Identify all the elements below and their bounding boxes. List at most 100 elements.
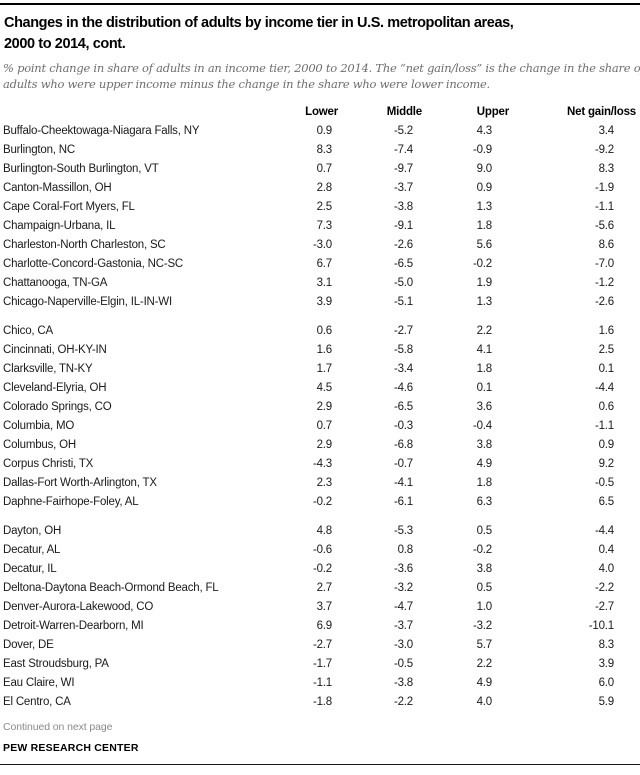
column-header-net-gain-loss: Net gain/loss: [567, 106, 636, 118]
net-gain-loss-value: -2.7: [594, 600, 614, 613]
metro-area-name: Canton-Massillon, OH: [3, 181, 112, 194]
net-gain-loss-value: -4.4: [594, 381, 614, 394]
net-gain-loss-value: -2.6: [594, 295, 614, 308]
table-row: Corpus Christi, TX -4.3 -0.7 4.9 9.2: [3, 454, 636, 473]
table-row: Eau Claire, WI -1.1 -3.8 4.9 6.0: [3, 673, 636, 692]
net-gain-loss-value: -1.1: [594, 200, 614, 213]
upper-value: -0.2: [472, 543, 492, 556]
group-gap-cell: [3, 311, 636, 321]
table-row: Dallas-Fort Worth-Arlington, TX 2.3 -4.1 1.…: [3, 473, 636, 492]
middle-value: -4.7: [393, 600, 413, 613]
table-row: Burlington, NC 8.3 -7.4 -0.9 -9.2: [3, 140, 636, 159]
middle-value: -2.7: [393, 324, 413, 337]
table-row: Cleveland-Elyria, OH 4.5 -4.6 0.1 -4.4: [3, 378, 636, 397]
table-row: Clarksville, TN-KY 1.7 -3.4 1.8 0.1: [3, 359, 636, 378]
metro-area-name: Cape Coral-Fort Myers, FL: [3, 200, 135, 213]
net-gain-loss-value: 8.6: [598, 238, 615, 251]
page-subtitle: % point change in share of adults in an …: [3, 60, 640, 92]
net-gain-loss-value: 9.2: [598, 457, 615, 470]
metro-area-name: Champaign-Urbana, IL: [3, 219, 116, 232]
metro-area-name: Chattanooga, TN-GA: [3, 276, 108, 289]
metro-area-name: Burlington-South Burlington, VT: [3, 162, 159, 175]
upper-value: 3.8: [476, 562, 493, 575]
upper-value: -3.2: [472, 619, 492, 632]
middle-value: -9.1: [393, 219, 413, 232]
middle-value: -3.7: [393, 619, 413, 632]
middle-value: -0.7: [393, 457, 413, 470]
metro-area-name: El Centro, CA: [3, 695, 71, 708]
middle-value: -3.7: [393, 181, 413, 194]
page-subtitle-line-2: adults who were upper income minus the c…: [3, 77, 490, 91]
middle-value: -3.8: [393, 676, 413, 689]
middle-value: 0.8: [397, 543, 414, 556]
middle-value: -5.8: [393, 343, 413, 356]
table-row: Chico, CA 0.6 -2.7 2.2 1.6: [3, 321, 636, 340]
lower-value: -3.0: [312, 238, 332, 251]
net-gain-loss-value: -7.0: [594, 257, 614, 270]
metro-area-name: Chicago-Naperville-Elgin, IL-IN-WI: [3, 295, 172, 308]
metro-area-name: Decatur, IL: [3, 562, 57, 575]
lower-value: 4.5: [316, 381, 333, 394]
middle-value: -6.5: [393, 400, 413, 413]
bottom-rule: [0, 764, 640, 765]
table-row: Champaign-Urbana, IL 7.3 -9.1 1.8 -5.6: [3, 216, 636, 235]
table-row: Columbus, OH 2.9 -6.8 3.8 0.9: [3, 435, 636, 454]
upper-value: 4.9: [476, 676, 493, 689]
lower-value: 2.8: [316, 181, 333, 194]
lower-value: 8.3: [316, 143, 333, 156]
column-header-middle: Middle: [386, 106, 422, 118]
middle-value: -5.3: [393, 524, 413, 537]
metro-area-name: Charlotte-Concord-Gastonia, NC-SC: [3, 257, 184, 270]
middle-value: -2.2: [393, 695, 413, 708]
middle-value: -7.4: [393, 143, 413, 156]
middle-value: -3.2: [393, 581, 413, 594]
table-row: East Stroudsburg, PA -1.7 -0.5 2.2 3.9: [3, 654, 636, 673]
upper-value: 4.1: [476, 343, 493, 356]
upper-value: -0.4: [472, 419, 492, 432]
column-header-lower: Lower: [305, 106, 338, 118]
metro-area-name: Cleveland-Elyria, OH: [3, 381, 107, 394]
table-row: Decatur, AL -0.6 0.8 -0.2 0.4: [3, 540, 636, 559]
upper-value: -0.2: [472, 257, 492, 270]
upper-value: 3.8: [476, 438, 493, 451]
net-gain-loss-value: 3.9: [598, 657, 615, 670]
lower-value: -1.8: [312, 695, 332, 708]
table-row: Decatur, IL -0.2 -3.6 3.8 4.0: [3, 559, 636, 578]
metro-area-name: Decatur, AL: [3, 543, 61, 556]
upper-value: 0.5: [476, 581, 493, 594]
middle-value: -6.8: [393, 438, 413, 451]
lower-value: 0.7: [316, 419, 333, 432]
source-label: PEW RESEARCH CENTER: [3, 742, 139, 754]
upper-value: 1.8: [476, 362, 493, 375]
middle-value: -2.6: [393, 238, 413, 251]
lower-value: -2.7: [312, 638, 332, 651]
upper-value: 2.2: [476, 324, 493, 337]
group-gap: [3, 511, 636, 521]
upper-value: 1.9: [476, 276, 493, 289]
net-gain-loss-value: 0.1: [598, 362, 615, 375]
group-gap-cell: [3, 511, 636, 521]
lower-value: 4.8: [316, 524, 333, 537]
upper-value: 1.3: [476, 295, 493, 308]
table-row: Charlotte-Concord-Gastonia, NC-SC 6.7 -6.5…: [3, 254, 636, 273]
upper-value: 5.6: [476, 238, 493, 251]
upper-value: 2.2: [476, 657, 493, 670]
net-gain-loss-value: 0.6: [598, 400, 615, 413]
lower-value: 2.3: [316, 476, 333, 489]
lower-value: 2.7: [316, 581, 333, 594]
net-gain-loss-value: 0.4: [598, 543, 615, 556]
upper-value: 0.5: [476, 524, 493, 537]
lower-value: -0.2: [312, 495, 332, 508]
upper-value: 1.0: [476, 600, 493, 613]
lower-value: 3.9: [316, 295, 333, 308]
table-row: Deltona-Daytona Beach-Ormond Beach, FL 2.…: [3, 578, 636, 597]
upper-value: 1.3: [476, 200, 493, 213]
upper-value: 0.1: [476, 381, 493, 394]
metro-area-name: Corpus Christi, TX: [3, 457, 94, 470]
middle-value: -3.4: [393, 362, 413, 375]
lower-value: 7.3: [316, 219, 333, 232]
net-gain-loss-value: 8.3: [598, 638, 615, 651]
metro-area-name: Colorado Springs, CO: [3, 400, 112, 413]
metro-area-name: Charleston-North Charleston, SC: [3, 238, 166, 251]
table-header-row: Lower Middle Upper Net gain/loss: [3, 99, 636, 121]
